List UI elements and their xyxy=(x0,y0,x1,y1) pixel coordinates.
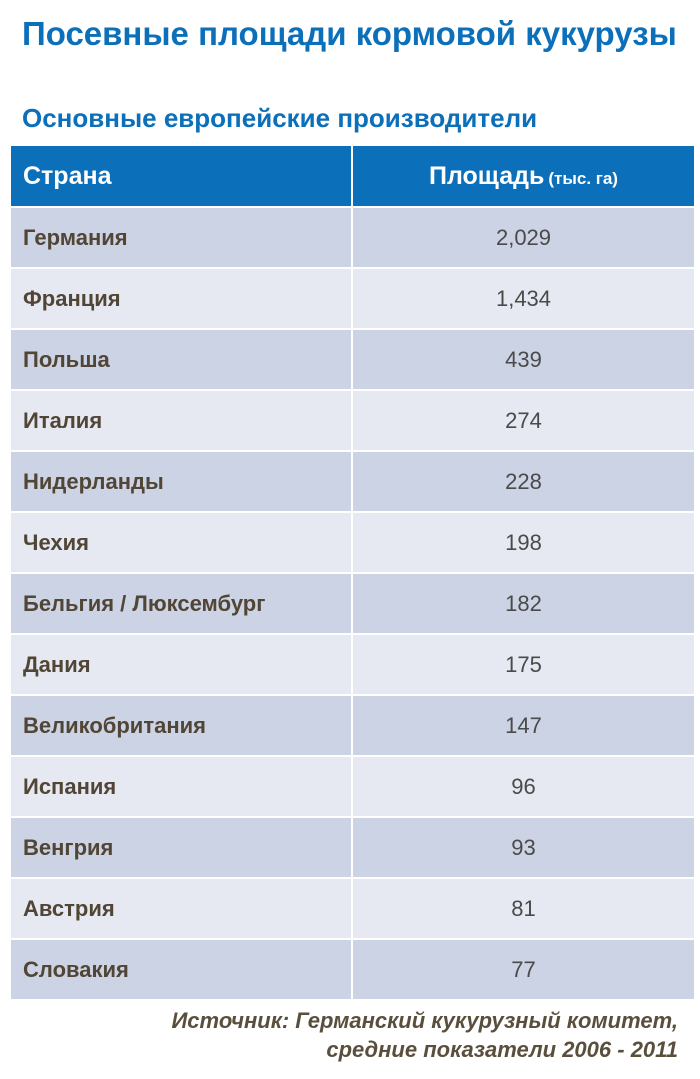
table-row: Нидерланды 228 xyxy=(11,451,694,513)
area-value-cell: 198 xyxy=(352,512,694,574)
page-title: Посевные площади кормовой кукурузы xyxy=(22,15,677,52)
table-body: Германия 2,029 Франция 1,434 Польша 439 Италия… xyxy=(11,207,694,1001)
source-line-1: Источник: Германский кукурузный комитет, xyxy=(171,1008,678,1033)
area-value-cell: 274 xyxy=(352,390,694,452)
country-cell: Словакия xyxy=(11,939,353,1001)
table-row: Великобритания 147 xyxy=(11,695,694,757)
area-value-cell: 182 xyxy=(352,573,694,635)
source-line-2: средние показатели 2006 - 2011 xyxy=(326,1037,678,1062)
country-cell: Австрия xyxy=(11,878,353,940)
area-value-cell: 147 xyxy=(352,695,694,757)
area-value-cell: 228 xyxy=(352,451,694,513)
country-cell: Италия xyxy=(11,390,353,452)
data-table: Страна Площадь (тыс. га) Германия 2,029 Фра… xyxy=(11,146,694,1001)
area-value-cell: 439 xyxy=(352,329,694,391)
table-row: Франция 1,434 xyxy=(11,268,694,330)
table-row: Дания 175 xyxy=(11,634,694,696)
table-row: Испания 96 xyxy=(11,756,694,818)
table-row: Словакия 77 xyxy=(11,939,694,1001)
country-cell: Дания xyxy=(11,634,353,696)
table-row: Польша 439 xyxy=(11,329,694,391)
column-header-area-label: Площадь xyxy=(429,161,545,190)
table-row: Австрия 81 xyxy=(11,878,694,940)
table-header-row: Страна Площадь (тыс. га) xyxy=(11,146,694,208)
country-cell: Германия xyxy=(11,207,353,269)
column-header-area: Площадь (тыс. га) xyxy=(352,146,694,208)
table-row: Бельгия / Люксембург 182 xyxy=(11,573,694,635)
area-value-cell: 96 xyxy=(352,756,694,818)
page-subtitle: Основные европейские производители xyxy=(22,103,538,133)
table-row: Венгрия 93 xyxy=(11,817,694,879)
country-cell: Испания xyxy=(11,756,353,818)
table-row: Чехия 198 xyxy=(11,512,694,574)
area-value-cell: 93 xyxy=(352,817,694,879)
column-header-area-unit: (тыс. га) xyxy=(548,168,618,188)
country-cell: Чехия xyxy=(11,512,353,574)
area-value-cell: 81 xyxy=(352,878,694,940)
source-note: Источник: Германский кукурузный комитет,… xyxy=(171,1006,678,1064)
area-value-cell: 1,434 xyxy=(352,268,694,330)
area-value-cell: 2,029 xyxy=(352,207,694,269)
country-cell: Великобритания xyxy=(11,695,353,757)
country-cell: Венгрия xyxy=(11,817,353,879)
country-cell: Бельгия / Люксембург xyxy=(11,573,353,635)
column-header-country: Страна xyxy=(11,146,353,208)
area-value-cell: 77 xyxy=(352,939,694,1001)
country-cell: Нидерланды xyxy=(11,451,353,513)
country-cell: Франция xyxy=(11,268,353,330)
table-row: Италия 274 xyxy=(11,390,694,452)
table-row: Германия 2,029 xyxy=(11,207,694,269)
country-cell: Польша xyxy=(11,329,353,391)
area-value-cell: 175 xyxy=(352,634,694,696)
